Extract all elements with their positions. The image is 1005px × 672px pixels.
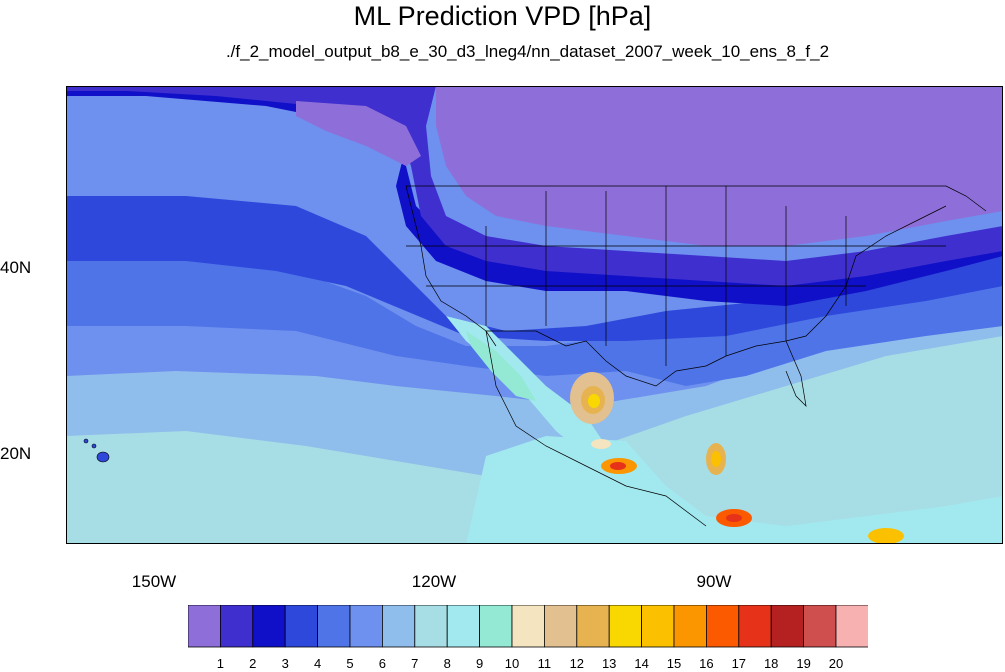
colorbar-cell [706, 605, 740, 648]
colorbar-tick-label: 8 [443, 656, 451, 671]
colorbar-tick-label: 20 [828, 656, 844, 671]
colorbar-cell [673, 605, 707, 648]
hot-patch-1c [588, 394, 600, 408]
colorbar-tick-label: 14 [634, 656, 649, 671]
hot-patch-2b [610, 462, 626, 470]
lat-label-40n: 40N [0, 258, 32, 277]
colorbar-tick-label: 13 [601, 656, 617, 671]
colorbar-cell [608, 605, 643, 648]
band-1-north [436, 86, 1003, 246]
colorbar-cell [576, 605, 610, 648]
map-title: ML Prediction VPD [hPa] [353, 1, 652, 31]
colorbar-tick-label: 10 [504, 656, 520, 671]
colorbar-cell [835, 605, 868, 648]
colorbar-cell [188, 605, 221, 648]
colorbar-tick-label: 7 [411, 656, 419, 671]
colorbar-tick-label: 12 [569, 656, 585, 671]
map-frame [66, 86, 1003, 544]
lon-label-120w: 120W [411, 572, 457, 591]
lon-label-150w: 150W [131, 572, 177, 591]
colorbar-tick-label: 3 [281, 656, 289, 671]
colorbar-cell [220, 605, 254, 648]
band-1-west [296, 101, 421, 166]
hot-patch-3b [711, 451, 721, 467]
colorbar [188, 605, 868, 648]
colorbar-tick-label: 4 [313, 656, 322, 671]
colorbar-tick-label: 18 [763, 656, 779, 671]
boundary-lines [405, 185, 987, 527]
colorbar-cell [803, 605, 837, 648]
colorbar-cell [641, 605, 675, 648]
dry-mexico-2 [466, 331, 536, 401]
hawaii-islands [83, 438, 110, 463]
colorbar-cell [770, 605, 805, 648]
hot-patch-4b [726, 514, 742, 522]
colorbar-tick-label: 2 [249, 656, 257, 671]
colorbar-cell [446, 605, 481, 648]
colorbar-cell [252, 605, 286, 648]
colorbar-tick-label: 19 [796, 656, 811, 671]
band-8 [66, 336, 1003, 544]
colorbar-cell [479, 605, 513, 648]
band-6 [66, 256, 1003, 386]
colorbar-cell [381, 605, 416, 648]
colorbar-cell [284, 605, 318, 648]
map-subtitle: ./f_2_model_output_b8_e_30_d3_lneg4/nn_d… [225, 42, 830, 61]
hot-patch-5 [868, 528, 904, 544]
colorbar-tick-label: 5 [346, 656, 354, 671]
colorbar-cell [543, 605, 578, 648]
colorbar-tick-label: 1 [216, 656, 224, 671]
colorbar-tick-label: 17 [731, 656, 747, 671]
colorbar-cell [511, 605, 545, 648]
lon-label-90w: 90W [696, 572, 732, 591]
colorbar-tick-label: 6 [378, 656, 386, 671]
colorbar-tick-label: 16 [699, 656, 714, 671]
lat-label-20n: 20N [0, 444, 32, 463]
colorbar-cell [317, 605, 351, 648]
colorbar-tick-label: 11 [537, 656, 552, 671]
hot-patch-6 [591, 439, 611, 449]
band-9-south [466, 436, 1003, 544]
colorbar-cell [349, 605, 383, 648]
colorbar-tick-label: 15 [666, 656, 682, 671]
colorbar-cell [414, 605, 448, 648]
colorbar-tick-label: 9 [475, 656, 484, 671]
vpd-map [66, 86, 1003, 544]
colorbar-cell [738, 605, 772, 648]
